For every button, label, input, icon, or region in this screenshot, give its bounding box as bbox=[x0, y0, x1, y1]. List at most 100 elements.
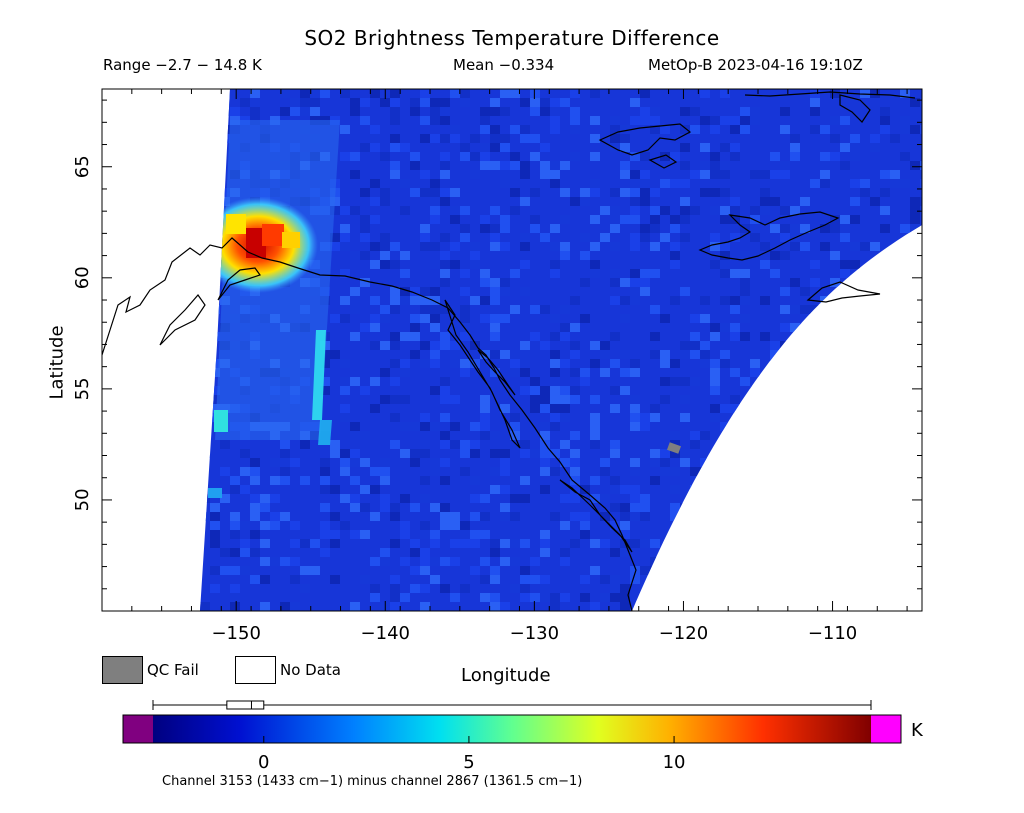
swath-pixel bbox=[490, 323, 500, 332]
swath-pixel bbox=[200, 278, 210, 287]
swath-pixel bbox=[480, 269, 490, 278]
swath-pixel bbox=[730, 125, 740, 134]
swath-pixel bbox=[480, 395, 490, 404]
swath-pixel bbox=[660, 359, 670, 368]
swath-pixel bbox=[410, 332, 420, 341]
swath-pixel bbox=[760, 539, 770, 548]
swath-pixel bbox=[460, 269, 470, 278]
swath-pixel bbox=[250, 467, 260, 476]
swath-pixel bbox=[890, 422, 900, 431]
swath-pixel bbox=[490, 602, 500, 611]
swath-pixel bbox=[240, 566, 250, 575]
swath-pixel bbox=[690, 431, 700, 440]
swath-pixel bbox=[280, 512, 290, 521]
swath-pixel bbox=[820, 395, 830, 404]
swath-pixel bbox=[390, 98, 400, 107]
swath-pixel bbox=[730, 323, 740, 332]
swath-pixel bbox=[520, 170, 530, 179]
swath-pixel bbox=[200, 449, 210, 458]
swath-pixel bbox=[510, 557, 520, 566]
swath-pixel bbox=[350, 251, 360, 260]
swath-pixel bbox=[410, 98, 420, 107]
swath-pixel bbox=[360, 323, 370, 332]
swath-pixel bbox=[400, 206, 410, 215]
swath-pixel bbox=[730, 116, 740, 125]
swath-pixel bbox=[840, 341, 850, 350]
swath-pixel bbox=[380, 197, 390, 206]
swath-pixel bbox=[300, 440, 310, 449]
swath-pixel bbox=[350, 287, 360, 296]
swath-pixel bbox=[370, 512, 380, 521]
swath-pixel bbox=[320, 467, 330, 476]
swath-pixel bbox=[460, 359, 470, 368]
swath-pixel bbox=[490, 485, 500, 494]
swath-pixel bbox=[350, 458, 360, 467]
swath-pixel bbox=[830, 224, 840, 233]
swath-pixel bbox=[400, 269, 410, 278]
swath-pixel bbox=[500, 224, 510, 233]
swath-pixel bbox=[620, 584, 630, 593]
swath-pixel bbox=[710, 161, 720, 170]
swath-pixel bbox=[450, 215, 460, 224]
swath-pixel bbox=[850, 332, 860, 341]
swath-pixel bbox=[210, 152, 220, 161]
swath-pixel bbox=[860, 476, 870, 485]
swath-pixel bbox=[710, 521, 720, 530]
swath-pixel bbox=[630, 233, 640, 242]
swath-pixel bbox=[900, 296, 910, 305]
swath-pixel bbox=[850, 539, 860, 548]
swath-pixel bbox=[510, 413, 520, 422]
swath-pixel bbox=[360, 233, 370, 242]
swath-pixel bbox=[600, 350, 610, 359]
swath-pixel bbox=[650, 476, 660, 485]
swath-pixel bbox=[280, 557, 290, 566]
swath-pixel bbox=[800, 386, 810, 395]
swath-pixel bbox=[700, 458, 710, 467]
swath-pixel bbox=[610, 134, 620, 143]
swath-pixel bbox=[490, 206, 500, 215]
swath-pixel bbox=[580, 188, 590, 197]
swath-pixel bbox=[430, 323, 440, 332]
swath-pixel bbox=[420, 296, 430, 305]
swath-pixel bbox=[250, 503, 260, 512]
swath-pixel bbox=[440, 305, 450, 314]
swath-pixel bbox=[430, 215, 440, 224]
swath-pixel bbox=[590, 431, 600, 440]
swath-pixel bbox=[250, 98, 260, 107]
swath-pixel bbox=[830, 458, 840, 467]
swath-pixel bbox=[710, 125, 720, 134]
swath-pixel bbox=[490, 125, 500, 134]
swath-pixel bbox=[370, 404, 380, 413]
swath-pixel bbox=[510, 359, 520, 368]
swath-pixel bbox=[810, 260, 820, 269]
swath-pixel bbox=[580, 233, 590, 242]
swath-pixel bbox=[240, 548, 250, 557]
swath-pixel bbox=[740, 116, 750, 125]
swath-pixel bbox=[560, 386, 570, 395]
swath-pixel bbox=[320, 89, 330, 98]
swath-pixel bbox=[880, 170, 890, 179]
swath-pixel bbox=[840, 386, 850, 395]
swath-pixel bbox=[460, 143, 470, 152]
swath-pixel bbox=[400, 422, 410, 431]
swath-pixel bbox=[760, 557, 770, 566]
swath-pixel bbox=[450, 395, 460, 404]
swath-pixel bbox=[400, 521, 410, 530]
swath-pixel bbox=[760, 548, 770, 557]
swath-pixel bbox=[320, 476, 330, 485]
swath-pixel bbox=[340, 467, 350, 476]
swath-pixel bbox=[800, 557, 810, 566]
swath-pixel bbox=[590, 602, 600, 611]
swath-pixel bbox=[440, 98, 450, 107]
swath-pixel bbox=[770, 359, 780, 368]
swath-pixel bbox=[510, 161, 520, 170]
swath-pixel bbox=[200, 260, 210, 269]
swath-pixel bbox=[790, 386, 800, 395]
swath-pixel bbox=[550, 368, 560, 377]
swath-pixel bbox=[630, 422, 640, 431]
swath-pixel bbox=[660, 233, 670, 242]
swath-pixel bbox=[440, 170, 450, 179]
swath-pixel bbox=[470, 152, 480, 161]
swath-pixel bbox=[550, 179, 560, 188]
swath-pixel bbox=[320, 503, 330, 512]
